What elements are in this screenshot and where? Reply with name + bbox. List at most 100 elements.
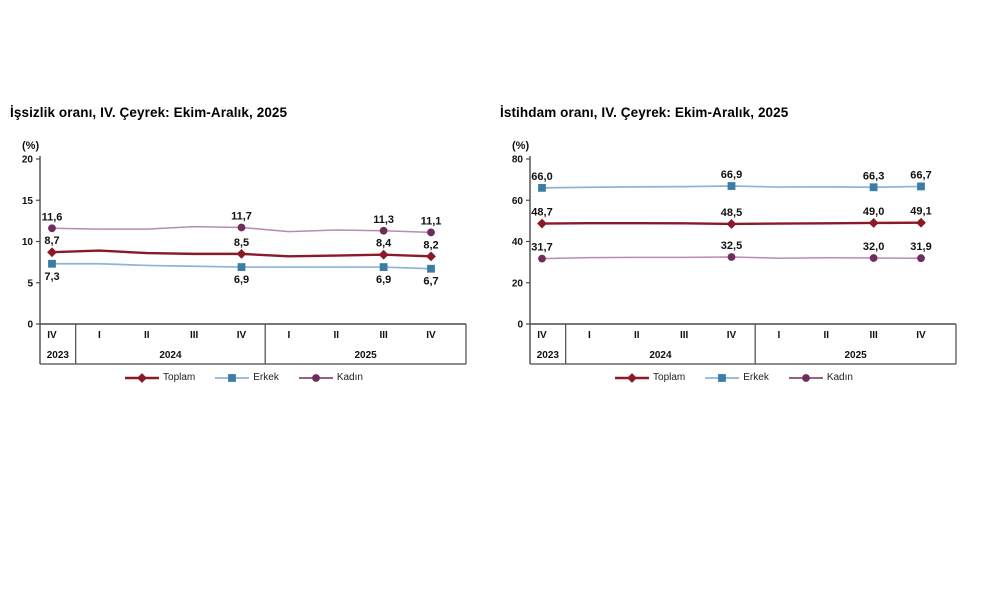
data-point-kadın bbox=[538, 254, 546, 263]
data-label-erkek: 66,9 bbox=[721, 169, 742, 181]
quarter-label: IV bbox=[727, 330, 737, 341]
year-label: 2023 bbox=[47, 350, 70, 361]
data-point-toplam bbox=[726, 219, 737, 229]
quarter-label: I bbox=[287, 330, 290, 341]
data-label-erkek: 6,7 bbox=[423, 276, 438, 288]
year-label: 2025 bbox=[354, 350, 377, 361]
y-tick-label: 40 bbox=[512, 237, 524, 248]
y-tick-label: 20 bbox=[512, 278, 524, 289]
data-label-toplam: 48,7 bbox=[531, 207, 552, 219]
year-label: 2023 bbox=[537, 350, 560, 361]
quarter-label: IV bbox=[47, 330, 57, 341]
quarter-label: III bbox=[869, 330, 878, 341]
quarter-label: I bbox=[777, 330, 780, 341]
data-label-erkek: 7,3 bbox=[44, 271, 59, 283]
legend-swatch-square-icon bbox=[705, 373, 740, 382]
data-label-toplam: 8,7 bbox=[44, 235, 59, 247]
year-label: 2024 bbox=[159, 350, 182, 361]
data-label-toplam: 48,5 bbox=[721, 207, 742, 219]
quarter-label: III bbox=[190, 330, 199, 341]
legend-marker bbox=[718, 373, 727, 382]
legend-label: Erkek bbox=[253, 372, 279, 383]
data-point-erkek bbox=[538, 183, 546, 192]
year-label: 2024 bbox=[649, 350, 672, 361]
quarter-label: II bbox=[634, 330, 640, 341]
data-point-erkek bbox=[427, 264, 435, 273]
data-point-erkek bbox=[48, 259, 56, 268]
data-label-erkek: 6,9 bbox=[234, 274, 249, 286]
legend-swatch-circle-icon bbox=[788, 373, 823, 382]
quarter-label: II bbox=[333, 330, 339, 341]
data-point-kadın bbox=[869, 254, 878, 262]
data-point-erkek bbox=[869, 183, 878, 192]
data-label-toplam: 49,0 bbox=[863, 206, 884, 218]
data-point-erkek bbox=[237, 263, 246, 271]
legend-item-erkek: Erkek bbox=[215, 372, 279, 383]
y-tick-label: 0 bbox=[27, 320, 33, 331]
quarter-label: III bbox=[379, 330, 388, 341]
data-point-toplam bbox=[47, 247, 57, 258]
data-point-toplam bbox=[537, 218, 547, 229]
legend-item-kadın: Kadın bbox=[298, 372, 363, 383]
data-point-kadın bbox=[48, 224, 56, 233]
data-point-kadın bbox=[917, 254, 925, 263]
data-label-kadın: 31,7 bbox=[531, 242, 552, 254]
chart-title: İşsizlik oranı, IV. Çeyrek: Ekim-Aralık,… bbox=[10, 105, 288, 120]
quarter-label: IV bbox=[537, 330, 547, 341]
y-tick-label: 80 bbox=[512, 155, 524, 166]
legend-swatch-diamond-icon bbox=[125, 372, 160, 383]
legend-swatch-square-icon bbox=[215, 373, 250, 382]
legend-label: Toplam bbox=[653, 372, 686, 383]
data-point-toplam bbox=[916, 217, 926, 228]
legend-label: Kadın bbox=[336, 372, 363, 383]
y-tick-label: 20 bbox=[22, 155, 34, 166]
data-point-kadın bbox=[727, 253, 736, 261]
quarter-label: I bbox=[588, 330, 591, 341]
data-point-kadın bbox=[237, 223, 246, 232]
legend-marker bbox=[137, 372, 147, 383]
data-label-toplam: 49,1 bbox=[910, 206, 931, 218]
y-tick-label: 0 bbox=[517, 320, 523, 331]
data-point-kadın bbox=[427, 228, 435, 237]
data-point-toplam bbox=[426, 251, 436, 262]
legend-marker bbox=[801, 373, 810, 382]
data-label-erkek: 66,0 bbox=[531, 171, 552, 183]
quarter-label: II bbox=[823, 330, 829, 341]
data-label-kadın: 31,9 bbox=[910, 241, 931, 253]
legend-label: Toplam bbox=[163, 372, 196, 383]
data-label-kadın: 32,0 bbox=[863, 241, 884, 253]
legend-swatch-circle-icon bbox=[298, 373, 333, 382]
y-tick-label: 15 bbox=[22, 196, 34, 207]
legend-item-erkek: Erkek bbox=[705, 372, 769, 383]
data-label-erkek: 6,9 bbox=[376, 274, 391, 286]
quarter-label: II bbox=[144, 330, 150, 341]
y-tick-label: 60 bbox=[512, 196, 524, 207]
y-tick-label: 10 bbox=[22, 237, 34, 248]
legend-marker bbox=[228, 373, 237, 382]
data-label-erkek: 66,7 bbox=[910, 169, 931, 181]
employment-rate-chart: İstihdam oranı, IV. Çeyrek: Ekim-Aralık,… bbox=[500, 105, 968, 383]
quarter-label: III bbox=[680, 330, 689, 341]
data-point-kadın bbox=[379, 226, 388, 235]
legend-item-kadın: Kadın bbox=[788, 372, 853, 383]
legend-label: Erkek bbox=[743, 372, 769, 383]
data-point-toplam bbox=[378, 249, 389, 260]
data-point-toplam bbox=[868, 218, 879, 228]
quarter-label: IV bbox=[237, 330, 247, 341]
data-point-erkek bbox=[917, 182, 925, 191]
legend-item-toplam: Toplam bbox=[125, 372, 195, 383]
data-point-erkek bbox=[727, 182, 736, 190]
legend-marker bbox=[627, 372, 637, 383]
chart-legend: Toplam Erkek Kadın bbox=[10, 372, 478, 383]
data-label-kadın: 11,6 bbox=[42, 211, 63, 223]
data-label-kadın: 11,7 bbox=[231, 210, 252, 222]
data-point-erkek bbox=[379, 263, 388, 271]
unemployment-rate-chart: İşsizlik oranı, IV. Çeyrek: Ekim-Aralık,… bbox=[10, 105, 478, 383]
quarter-label: IV bbox=[916, 330, 926, 341]
chart-legend: Toplam Erkek Kadın bbox=[500, 372, 968, 383]
chart-title: İstihdam oranı, IV. Çeyrek: Ekim-Aralık,… bbox=[500, 105, 789, 120]
quarter-label: IV bbox=[426, 330, 436, 341]
